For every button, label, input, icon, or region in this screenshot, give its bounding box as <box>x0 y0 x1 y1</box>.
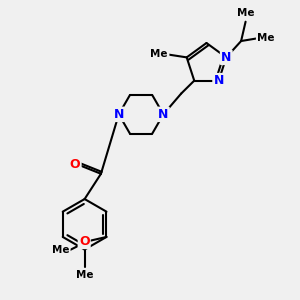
Text: N: N <box>214 74 224 87</box>
Text: Me: Me <box>237 8 254 18</box>
Text: Me: Me <box>150 50 168 59</box>
Text: Me: Me <box>52 245 70 255</box>
Text: N: N <box>114 108 124 121</box>
Text: Me: Me <box>257 33 274 43</box>
Text: N: N <box>221 51 231 64</box>
Text: O: O <box>70 158 80 171</box>
Text: O: O <box>79 235 89 248</box>
Text: Me: Me <box>76 270 93 280</box>
Text: N: N <box>158 108 169 121</box>
Text: Me: Me <box>150 50 168 59</box>
